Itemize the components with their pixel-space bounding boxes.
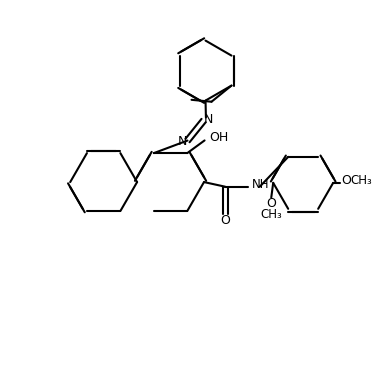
- Text: CH₃: CH₃: [350, 174, 372, 187]
- Text: N: N: [178, 135, 187, 148]
- Text: CH₃: CH₃: [260, 208, 282, 221]
- Text: O: O: [266, 198, 276, 210]
- Text: NH: NH: [252, 177, 269, 191]
- Text: O: O: [341, 174, 352, 187]
- Text: O: O: [220, 215, 230, 227]
- Text: N: N: [204, 113, 213, 125]
- Text: OH: OH: [209, 131, 228, 144]
